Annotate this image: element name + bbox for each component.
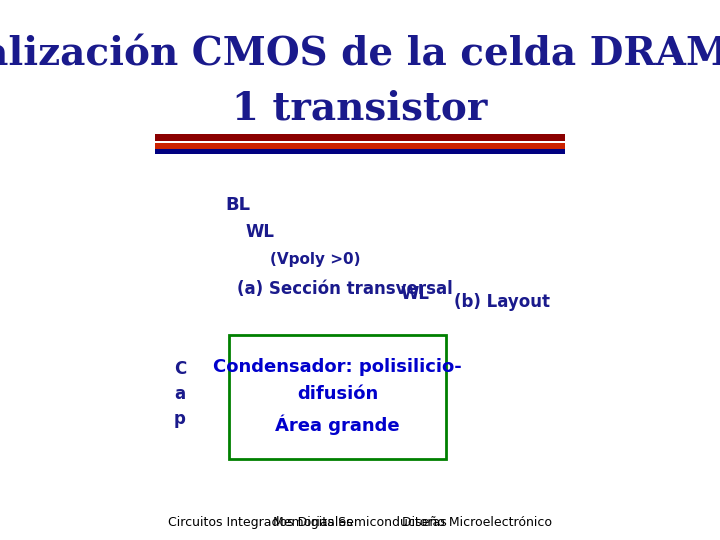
Text: Condensador: polisilicio-: Condensador: polisilicio- <box>213 358 462 376</box>
Text: C
a
p: C a p <box>174 360 186 428</box>
FancyBboxPatch shape <box>156 149 564 154</box>
FancyBboxPatch shape <box>156 143 564 148</box>
Text: (Vpoly >0): (Vpoly >0) <box>270 252 361 267</box>
Text: BL: BL <box>225 196 250 214</box>
FancyBboxPatch shape <box>156 134 564 141</box>
Text: Diseño Microelectrónico: Diseño Microelectrónico <box>402 516 552 529</box>
Text: Circuitos Integrados Digitales: Circuitos Integrados Digitales <box>168 516 352 529</box>
Text: Área grande: Área grande <box>275 415 400 435</box>
Text: difusión: difusión <box>297 385 378 403</box>
FancyBboxPatch shape <box>229 335 446 459</box>
Text: WL: WL <box>401 285 430 303</box>
Text: Memorias Semiconductoras: Memorias Semiconductoras <box>273 516 447 529</box>
Text: Realización CMOS de la celda DRAM de: Realización CMOS de la celda DRAM de <box>0 35 720 73</box>
Text: (a) Sección transversal: (a) Sección transversal <box>237 280 453 298</box>
Text: (b) Layout: (b) Layout <box>454 293 550 312</box>
Text: 1 transistor: 1 transistor <box>233 89 487 127</box>
Text: WL: WL <box>246 223 274 241</box>
